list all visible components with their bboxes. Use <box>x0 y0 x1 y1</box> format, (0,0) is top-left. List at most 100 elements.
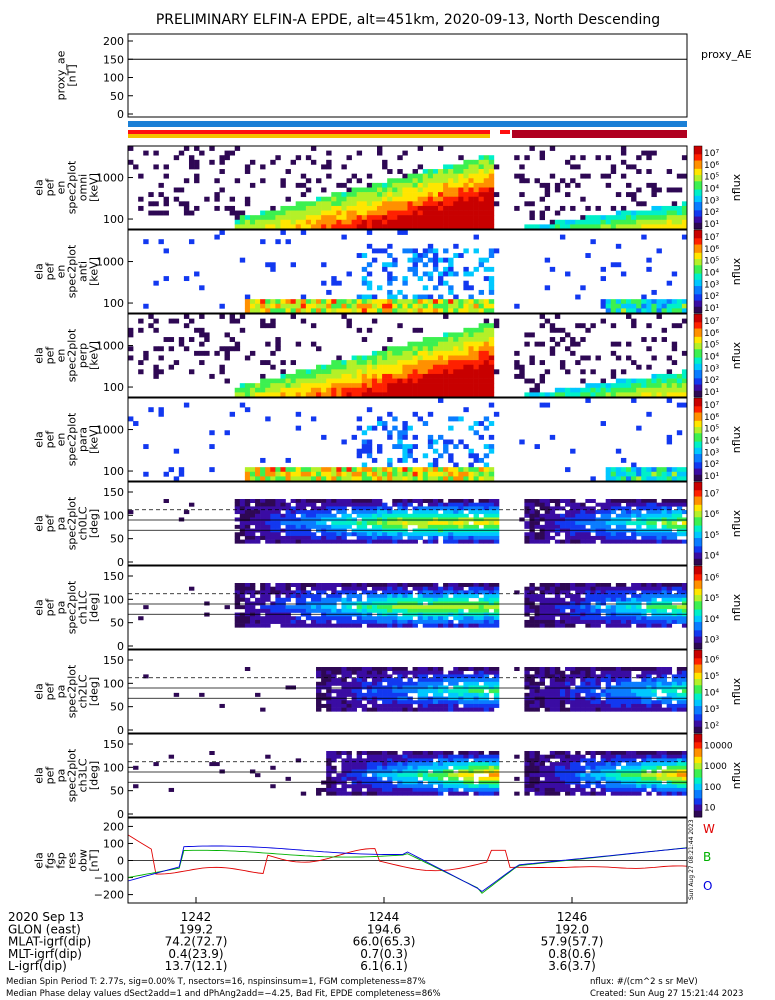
spectrogram-cell <box>387 219 393 225</box>
spectrogram-cell <box>366 219 373 225</box>
spectrogram-cell <box>595 597 601 602</box>
spectrogram-cell <box>580 521 586 526</box>
colorbar-cell <box>694 437 702 440</box>
spectrogram-cell <box>321 219 327 225</box>
spectrogram-cell <box>549 513 556 518</box>
spectrogram-cell <box>377 616 383 621</box>
spectrogram-cell <box>239 532 246 537</box>
spectrogram-cell <box>341 378 347 384</box>
spectrogram-cell <box>295 532 302 537</box>
spectrogram-cell <box>244 535 251 540</box>
spectrogram-cell <box>305 502 312 507</box>
spectrogram-cell <box>681 467 688 473</box>
spectrogram-cell <box>392 294 398 300</box>
spectrogram-cell <box>483 467 490 473</box>
spectrogram-cell <box>199 150 205 156</box>
spectrogram-cell <box>336 502 342 507</box>
spectrogram-cell <box>346 369 352 375</box>
spectrogram-cell <box>626 341 632 347</box>
spectrogram-cell <box>422 378 429 384</box>
spectrogram-cell <box>326 502 332 507</box>
spectrogram-cell <box>636 425 642 431</box>
spectrogram-cell <box>417 605 424 610</box>
spectrogram-cell <box>529 619 535 624</box>
spectrogram-cell <box>244 623 251 628</box>
spectrogram-cell <box>336 476 342 482</box>
spectrogram-cell <box>651 619 657 624</box>
spectrogram-cell <box>377 192 383 198</box>
spectrogram-cell <box>402 467 408 473</box>
spectrogram-cell <box>341 590 347 595</box>
spectrogram-cell <box>443 616 449 621</box>
spectrogram-cell <box>483 471 490 477</box>
spectrogram-cell <box>626 616 632 621</box>
spectrogram-cell <box>570 337 576 342</box>
spectrogram-cell <box>422 685 429 690</box>
spectrogram-cell <box>402 707 408 712</box>
spectrogram-cell <box>295 308 302 314</box>
spectrogram-cell <box>377 674 383 679</box>
spectrogram-cell <box>448 308 454 314</box>
spectrogram-cell <box>371 392 378 398</box>
spectrogram-cell <box>666 471 673 477</box>
spectrogram-cell <box>224 355 230 361</box>
spectrogram-cell <box>331 689 337 694</box>
spectrogram-cell <box>371 619 378 624</box>
spectrogram-cell <box>417 535 424 540</box>
spectrogram-cell <box>488 378 495 384</box>
spectrogram-cell <box>448 707 454 712</box>
spectrogram-cell <box>453 707 459 712</box>
spectrogram-cell <box>361 294 368 300</box>
spectrogram-cell <box>544 192 551 198</box>
spectrogram-cell <box>443 590 449 595</box>
spectrogram-cell <box>412 467 418 473</box>
spectrogram-cell <box>321 517 327 522</box>
spectrogram-cell <box>295 506 302 511</box>
spectrogram-cell <box>453 337 459 342</box>
spectrogram-cell <box>290 373 296 379</box>
spectrogram-cell <box>382 224 388 230</box>
spectrogram-cell <box>427 299 434 305</box>
colorbar-cell <box>694 490 702 493</box>
spectrogram-cell <box>554 601 561 606</box>
spectrogram-cell <box>392 201 398 207</box>
spectrogram-cell <box>351 667 357 671</box>
spectrogram-cell <box>407 590 413 595</box>
spectrogram-cell <box>331 276 337 282</box>
spectrogram-cell <box>453 517 459 522</box>
spectrogram-cell <box>554 219 561 225</box>
spectrogram-cell <box>285 623 291 628</box>
spectrogram-cell <box>265 467 271 473</box>
spectrogram-cell <box>458 619 464 624</box>
spectrogram-cell <box>143 150 149 156</box>
spectrogram-cell <box>483 196 490 202</box>
spectrogram-cell <box>341 476 347 482</box>
spectrogram-cell <box>392 539 398 544</box>
spectrogram-cell <box>234 532 241 537</box>
spectrogram-cell <box>371 597 378 602</box>
spectrogram-cell <box>534 535 540 540</box>
spectrogram-cell <box>473 327 479 333</box>
spectrogram-cell <box>473 601 479 606</box>
spectrogram-cell <box>280 215 286 221</box>
spectrogram-cell <box>453 605 459 610</box>
spectrogram-cell <box>671 471 678 477</box>
spectrogram-cell <box>666 521 673 526</box>
spectrogram-cell <box>458 178 464 184</box>
spectrogram-cell <box>448 502 454 507</box>
spectrogram-cell <box>529 667 535 671</box>
spectrogram-cell <box>448 670 454 675</box>
spectrogram-cell <box>443 299 449 305</box>
spectrogram-cell <box>453 373 459 379</box>
spectrogram-cell <box>402 383 408 389</box>
colorbar-cell <box>694 634 702 638</box>
spectrogram-cell <box>681 201 688 207</box>
spectrogram-cell <box>305 224 312 230</box>
spectrogram-cell <box>366 681 373 686</box>
spectrogram-cell <box>219 303 225 309</box>
spectrogram-cell <box>331 373 337 379</box>
spectrogram-cell <box>392 383 398 389</box>
spectrogram-cell <box>285 210 291 216</box>
spectrogram-cell <box>443 387 449 393</box>
spectrogram-cell <box>559 703 566 708</box>
